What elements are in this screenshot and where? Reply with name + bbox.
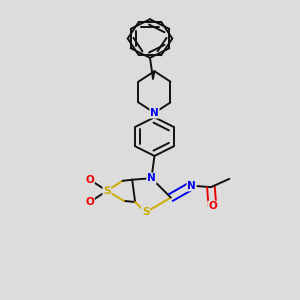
Text: S: S xyxy=(103,186,111,196)
Text: N: N xyxy=(147,173,156,183)
Text: N: N xyxy=(187,181,196,191)
Text: O: O xyxy=(85,175,94,184)
Text: S: S xyxy=(142,207,149,218)
Text: O: O xyxy=(85,197,94,207)
Text: O: O xyxy=(208,202,217,212)
Text: N: N xyxy=(150,108,159,118)
